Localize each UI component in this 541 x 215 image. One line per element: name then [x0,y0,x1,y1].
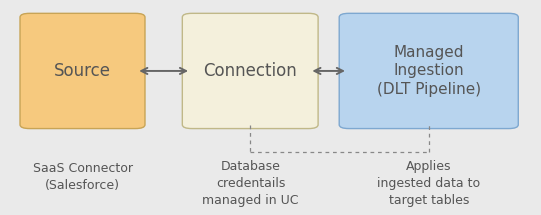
FancyBboxPatch shape [20,13,145,129]
Text: Managed
Ingestion
(DLT Pipeline): Managed Ingestion (DLT Pipeline) [377,45,481,97]
Text: Applies
ingested data to
target tables: Applies ingested data to target tables [378,160,480,207]
Text: Connection: Connection [203,62,298,80]
Text: Source: Source [54,62,111,80]
FancyBboxPatch shape [182,13,318,129]
Text: SaaS Connector
(Salesforce): SaaS Connector (Salesforce) [33,162,133,192]
FancyBboxPatch shape [339,13,518,129]
Text: Database
credentails
managed in UC: Database credentails managed in UC [202,160,299,207]
